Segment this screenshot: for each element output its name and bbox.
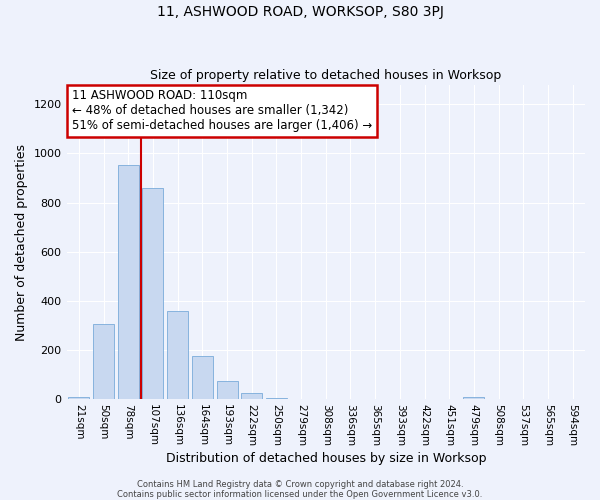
Bar	[241, 393, 262, 400]
Text: 11 ASHWOOD ROAD: 110sqm
← 48% of detached houses are smaller (1,342)
51% of semi: 11 ASHWOOD ROAD: 110sqm ← 48% of detache…	[72, 90, 372, 132]
Text: Contains HM Land Registry data © Crown copyright and database right 2024.
Contai: Contains HM Land Registry data © Crown c…	[118, 480, 482, 499]
Bar	[68, 397, 89, 400]
Bar	[167, 311, 188, 400]
Bar	[463, 397, 484, 400]
Bar	[192, 356, 213, 400]
Title: Size of property relative to detached houses in Worksop: Size of property relative to detached ho…	[150, 69, 502, 82]
X-axis label: Distribution of detached houses by size in Worksop: Distribution of detached houses by size …	[166, 452, 486, 465]
Bar	[118, 164, 139, 400]
Bar	[142, 188, 163, 400]
Bar	[266, 398, 287, 400]
Bar	[290, 398, 311, 400]
Y-axis label: Number of detached properties: Number of detached properties	[15, 144, 28, 340]
Text: 11, ASHWOOD ROAD, WORKSOP, S80 3PJ: 11, ASHWOOD ROAD, WORKSOP, S80 3PJ	[157, 5, 443, 19]
Bar	[93, 324, 114, 400]
Bar	[217, 381, 238, 400]
